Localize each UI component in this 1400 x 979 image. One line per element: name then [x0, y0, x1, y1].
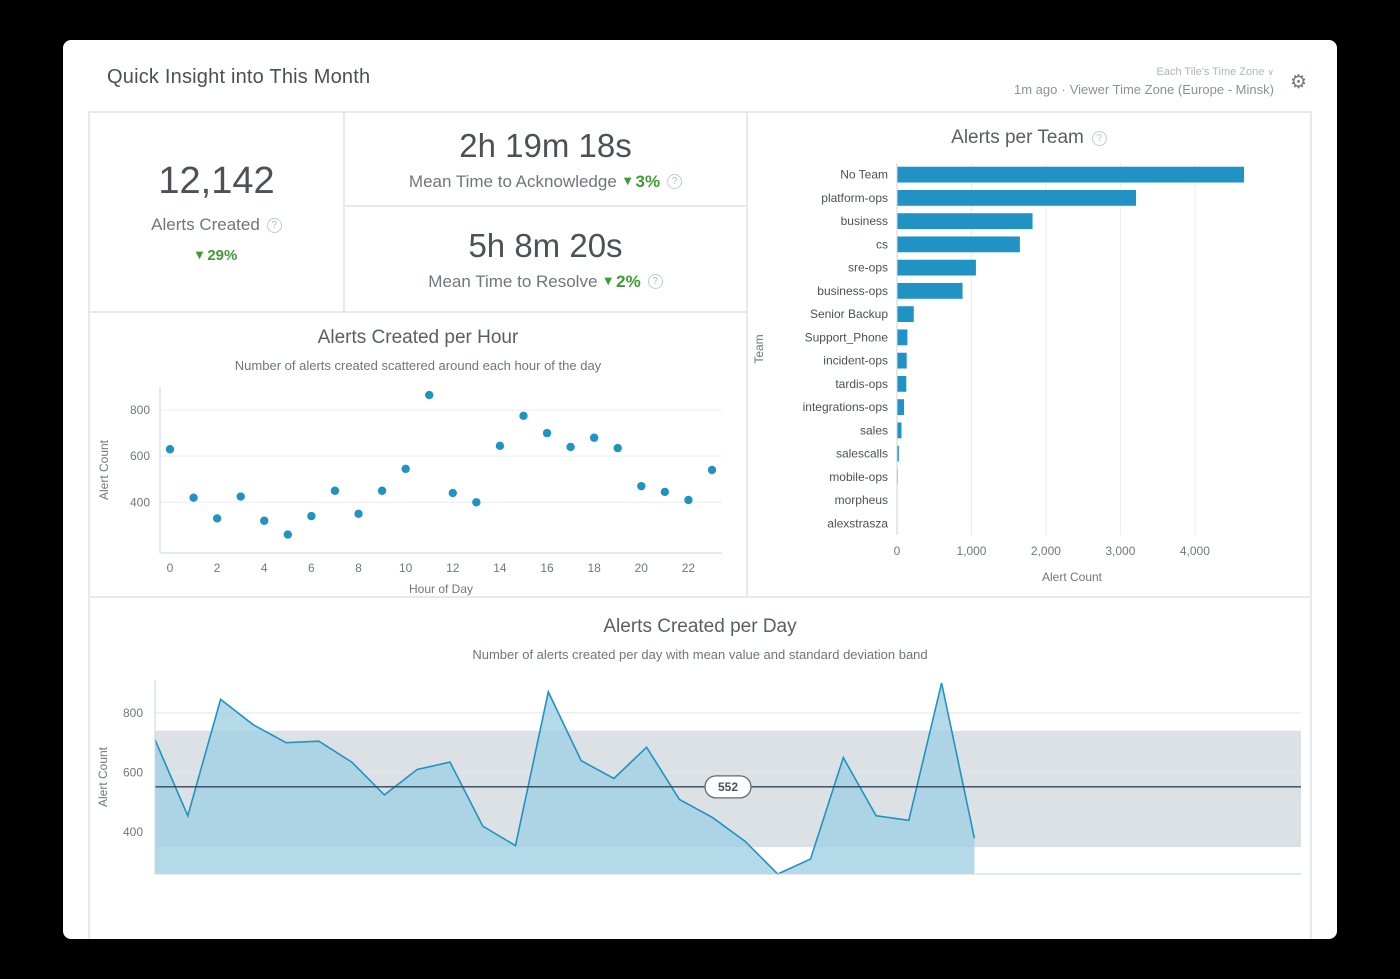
svg-text:18: 18 — [587, 561, 601, 575]
alerts-per-day-tile: Alerts Created per Day Number of alerts … — [90, 598, 1310, 939]
svg-text:400: 400 — [130, 495, 150, 509]
svg-text:600: 600 — [130, 449, 150, 463]
viewer-timezone-info[interactable]: 1m ago · Viewer Time Zone (Europe - Minsk) — [1014, 82, 1274, 97]
alerts-per-team-chart: 0 1,000 2,000 3,000 4,000 No Team platform-ops… — [752, 163, 1245, 584]
svg-text:14: 14 — [493, 561, 507, 575]
svg-text:400: 400 — [123, 825, 143, 839]
svg-text:Senior Backup: Senior Backup — [810, 307, 888, 321]
alerts-per-day-subtitle: Number of alerts created per day with me… — [472, 647, 928, 662]
alerts-created-label-text: Alerts Created — [151, 215, 260, 234]
dashboard-window: Quick Insight into This Month Each Tile'… — [63, 40, 1337, 939]
svg-text:4: 4 — [261, 561, 268, 575]
timezone-block: Each Tile's Time Zone ∨ 1m ago · Viewer Tim… — [1014, 66, 1274, 97]
svg-text:3,000: 3,000 — [1105, 544, 1135, 558]
down-triangle-icon: ▼ — [604, 275, 613, 287]
svg-text:mobile-ops: mobile-ops — [829, 470, 888, 484]
svg-text:0: 0 — [894, 544, 901, 558]
alerts-created-tile: 12,142 Alerts Created ? ▼ 29% — [90, 113, 343, 311]
svg-text:800: 800 — [123, 706, 143, 720]
dashboard-header: Quick Insight into This Month Each Tile'… — [63, 40, 1337, 111]
svg-text:12: 12 — [446, 561, 460, 575]
alerts-per-hour-title: Alerts Created per Hour — [317, 327, 519, 348]
tile-timezone-label: Each Tile's Time Zone — [1156, 66, 1265, 78]
mtta-value: 2h 19m 18s — [459, 126, 632, 164]
svg-text:cs: cs — [876, 237, 888, 251]
tile-grid: 12,142 Alerts Created ? ▼ 29% 2h 19m 18s… — [88, 111, 1312, 939]
svg-text:Alert Count: Alert Count — [97, 439, 111, 500]
svg-text:business: business — [841, 214, 888, 228]
alerts-created-label: Alerts Created ? — [151, 215, 282, 235]
gear-icon[interactable]: ⚙ — [1289, 71, 1307, 93]
mttr-value: 5h 8m 20s — [468, 226, 623, 264]
mtta-tile: 2h 19m 18s Mean Time to Acknowledge ▼ 3%… — [345, 113, 746, 205]
svg-text:sales: sales — [860, 423, 888, 437]
svg-text:22: 22 — [682, 561, 696, 575]
alerts-created-delta-value: 29% — [207, 247, 238, 264]
svg-text:800: 800 — [130, 403, 150, 417]
mttr-label: Mean Time to Resolve ▼ 2% ? — [428, 271, 663, 292]
svg-text:6: 6 — [308, 561, 315, 575]
svg-text:4,000: 4,000 — [1180, 544, 1210, 558]
alerts-per-team-title: Alerts per Team ? — [748, 127, 1310, 149]
chevron-down-icon: ∨ — [1267, 68, 1274, 78]
svg-text:2: 2 — [214, 561, 221, 575]
mtta-delta: ▼ 3% — [624, 172, 660, 192]
viewer-timezone-label: Viewer Time Zone (Europe - Minsk) — [1069, 82, 1274, 97]
svg-text:0: 0 — [167, 561, 174, 575]
alerts-per-hour-tile: Alerts Created per Hour Number of alerts… — [90, 313, 746, 596]
svg-text:20: 20 — [635, 561, 649, 575]
help-icon[interactable]: ? — [647, 274, 663, 289]
alerts-per-team-title-text: Alerts per Team — [951, 127, 1084, 148]
alerts-per-day-chart: 400 600 800 552 Alert Count — [96, 680, 1301, 875]
separator-dot: · — [1061, 82, 1066, 97]
svg-text:business-ops: business-ops — [817, 284, 888, 298]
alerts-created-value: 12,142 — [158, 160, 275, 202]
mtta-label: Mean Time to Acknowledge ▼ 3% ? — [408, 171, 683, 192]
svg-text:Hour of Day: Hour of Day — [409, 582, 473, 596]
svg-text:alexstrasza: alexstrasza — [827, 516, 888, 530]
mttr-tile: 5h 8m 20s Mean Time to Resolve ▼ 2% ? — [345, 207, 746, 311]
mttr-label-text: Mean Time to Resolve — [428, 271, 598, 291]
alerts-per-team-tile: Alerts per Team ? 0 1,000 2,000 3,000 4,000 N… — [748, 113, 1310, 596]
last-updated: 1m ago — [1014, 82, 1058, 97]
svg-text:Alert Count: Alert Count — [1042, 570, 1103, 584]
svg-text:salescalls: salescalls — [836, 447, 888, 461]
svg-text:16: 16 — [540, 561, 554, 575]
alerts-per-day-title: Alerts Created per Day — [603, 616, 797, 637]
alerts-created-delta: ▼ 29% — [196, 247, 238, 264]
svg-text:No Team: No Team — [840, 168, 888, 182]
svg-text:morpheus: morpheus — [835, 493, 888, 507]
svg-text:Alert Count: Alert Count — [96, 746, 110, 807]
mttr-delta: ▼ 2% — [604, 272, 640, 292]
tile-timezone-selector[interactable]: Each Tile's Time Zone ∨ — [1014, 66, 1274, 78]
svg-text:integrations-ops: integrations-ops — [803, 400, 888, 414]
help-icon[interactable]: ? — [1091, 130, 1107, 146]
svg-text:552: 552 — [718, 780, 738, 794]
down-triangle-icon: ▼ — [623, 175, 632, 187]
alerts-per-hour-subtitle: Number of alerts created scattered aroun… — [234, 358, 602, 373]
svg-text:platform-ops: platform-ops — [821, 191, 888, 205]
svg-text:2,000: 2,000 — [1031, 544, 1061, 558]
svg-text:tardis-ops: tardis-ops — [835, 377, 888, 391]
down-triangle-icon: ▼ — [195, 249, 204, 261]
help-icon[interactable]: ? — [266, 217, 282, 233]
svg-text:8: 8 — [355, 561, 362, 575]
svg-text:incident-ops: incident-ops — [823, 354, 888, 368]
svg-text:Team: Team — [752, 334, 766, 363]
svg-text:Support_Phone: Support_Phone — [805, 330, 889, 344]
header-controls: Each Tile's Time Zone ∨ 1m ago · Viewer Tim… — [1014, 66, 1307, 97]
svg-text:sre-ops: sre-ops — [848, 261, 888, 275]
mttr-delta-value: 2% — [616, 271, 641, 291]
mtta-delta-value: 3% — [635, 171, 661, 191]
alerts-per-hour-chart: 400 600 800 0 2 4 6 8 10 12 14 16 18 20 22 Hour of Day A… — [97, 387, 722, 596]
mtta-label-text: Mean Time to Acknowledge — [408, 171, 617, 191]
help-icon[interactable]: ? — [667, 174, 683, 189]
svg-text:600: 600 — [123, 766, 143, 780]
svg-text:1,000: 1,000 — [956, 544, 986, 558]
page-title: Quick Insight into This Month — [107, 66, 371, 88]
svg-text:10: 10 — [399, 561, 413, 575]
